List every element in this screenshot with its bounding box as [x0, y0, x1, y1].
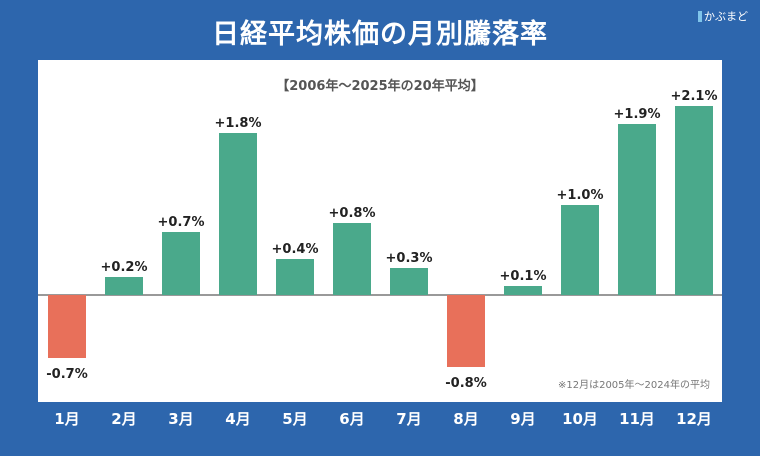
data-label: +0.8% — [329, 206, 376, 221]
bar — [276, 259, 314, 295]
data-label: +0.1% — [500, 269, 547, 284]
bar — [618, 124, 656, 295]
data-label: +1.0% — [557, 188, 604, 203]
bar — [390, 268, 428, 295]
x-tick-label: 9月 — [510, 410, 535, 428]
data-label: +2.1% — [671, 89, 718, 104]
x-tick-label: 5月 — [282, 410, 307, 428]
x-tick-label: 12月 — [676, 410, 712, 428]
x-tick-label: 8月 — [453, 410, 478, 428]
x-tick-label: 4月 — [225, 410, 250, 428]
data-label: -0.7% — [46, 367, 87, 382]
data-label: +1.9% — [614, 107, 661, 122]
data-label: +0.3% — [386, 251, 433, 266]
chart-title: 日経平均株価の月別騰落率 — [212, 19, 548, 50]
logo-text: かぶまど — [704, 10, 748, 23]
bar — [105, 277, 143, 295]
data-label: +0.2% — [101, 260, 148, 275]
data-label: -0.8% — [445, 376, 486, 391]
bar — [504, 286, 542, 295]
data-label: +1.8% — [215, 116, 262, 131]
bar — [219, 133, 257, 295]
bar — [561, 205, 599, 295]
x-tick-label: 3月 — [168, 410, 193, 428]
bar — [675, 106, 713, 295]
bar — [447, 295, 485, 367]
data-label: +0.7% — [158, 215, 205, 230]
data-label: +0.4% — [272, 242, 319, 257]
x-tick-label: 6月 — [339, 410, 364, 428]
logo: かぶまど — [698, 8, 748, 24]
bar — [162, 232, 200, 295]
x-tick-label: 7月 — [396, 410, 421, 428]
plot-panel — [38, 60, 722, 402]
bar — [48, 295, 86, 358]
x-tick-label: 11月 — [619, 410, 655, 428]
x-tick-label: 2月 — [111, 410, 136, 428]
bar — [333, 223, 371, 295]
chart-note: ※12月は2005年～2024年の平均 — [558, 378, 710, 391]
logo-mark-icon — [698, 10, 702, 22]
x-tick-label: 10月 — [562, 410, 598, 428]
x-tick-label: 1月 — [54, 410, 79, 428]
chart-subtitle: 【2006年～2025年の20年平均】 — [276, 78, 483, 94]
